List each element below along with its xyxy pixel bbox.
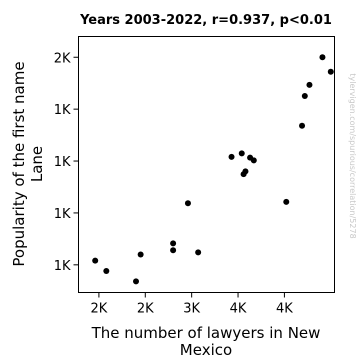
x-tick-label: 3K [183, 302, 200, 317]
x-tick-label: 4K [230, 302, 247, 317]
watermark: tylervigen.com/spurious/correlation/5278 [348, 73, 357, 238]
data-point [133, 278, 140, 285]
x-axis-ticks: 2K 2K 3K 4K 4K [91, 292, 293, 317]
x-tick-label: 2K [91, 302, 108, 317]
data-point [228, 153, 235, 160]
data-point [301, 93, 308, 100]
data-point [319, 54, 326, 61]
plot-area [78, 36, 335, 293]
data-point [103, 268, 110, 275]
data-point [327, 68, 334, 75]
data-point [299, 122, 306, 129]
data-point [242, 168, 249, 175]
y-tick-label: 1K [54, 207, 71, 222]
data-point [92, 257, 99, 264]
y-tick-label: 1K [54, 103, 71, 118]
data-point [283, 198, 290, 205]
x-tick-label: 2K [137, 302, 154, 317]
data-points [92, 54, 334, 285]
x-axis-label: The number of lawyers in New Mexico [91, 324, 321, 356]
y-tick-label: 1K [54, 259, 71, 274]
data-point [170, 247, 177, 254]
y-axis-label: Popularity of the first nameLane [10, 61, 46, 266]
data-point [306, 81, 313, 88]
data-point [137, 251, 144, 258]
data-point [238, 150, 245, 157]
x-tick-label: 4K [276, 302, 293, 317]
data-point [195, 249, 202, 256]
y-tick-label: 1K [54, 155, 71, 170]
y-axis-ticks: 1K 1K 1K 1K 2K [54, 51, 79, 274]
data-point [250, 157, 257, 164]
data-point [184, 200, 191, 207]
chart-title: Years 2003-2022, r=0.937, p<0.01 [79, 13, 332, 28]
y-tick-label: 2K [54, 51, 71, 66]
data-point [170, 240, 177, 247]
